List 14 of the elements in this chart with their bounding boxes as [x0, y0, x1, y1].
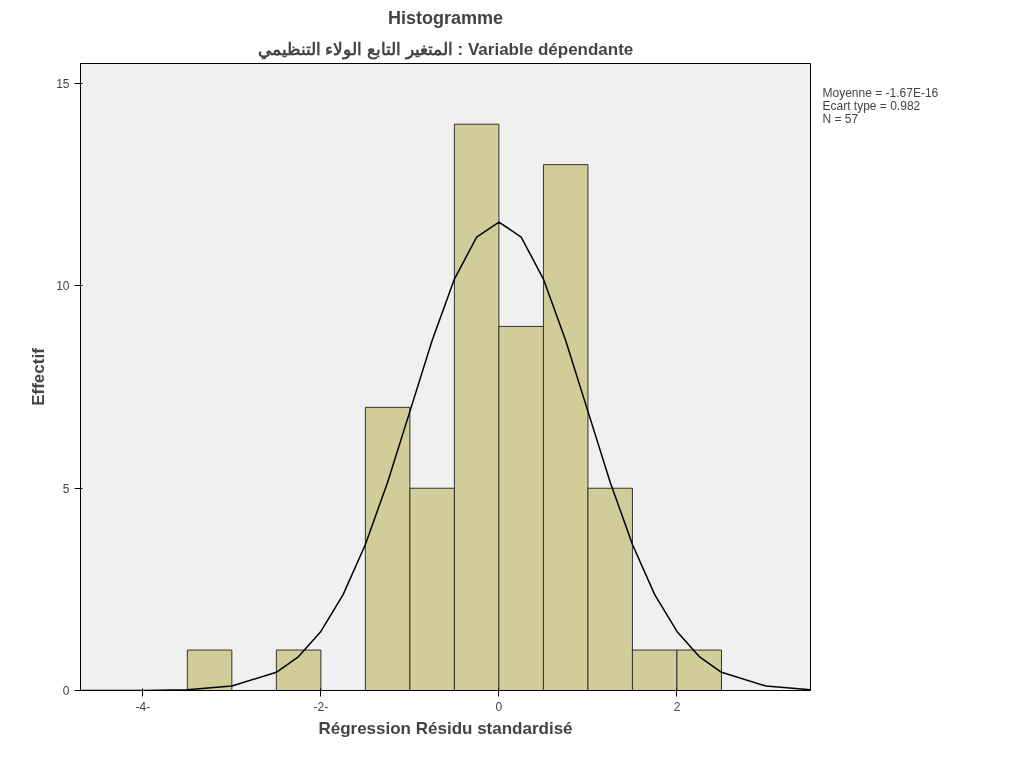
x-axis-title: Régression Résidu standardisé: [318, 718, 573, 738]
chart-subtitle: المتغير التابع الولاء التنظيمي : Variable dépendante: [257, 39, 634, 60]
chart-title: Histogramme: [387, 7, 504, 28]
y-tick-label: 5: [62, 481, 70, 496]
y-tick-label: 15: [56, 77, 70, 92]
x-tick-label: -4-: [135, 699, 151, 714]
x-tick-label: -2-: [313, 699, 329, 714]
text: Moyenne = -1.67E-16: [822, 85, 939, 100]
y-tick-label: 0: [62, 684, 70, 698]
text: N = 57: [822, 111, 859, 126]
y-tick-label: 10: [56, 279, 70, 294]
x-tick-label: 2: [673, 699, 681, 714]
y-axis-title: Effectif: [29, 347, 49, 406]
x-tick-label: 0: [495, 699, 503, 714]
